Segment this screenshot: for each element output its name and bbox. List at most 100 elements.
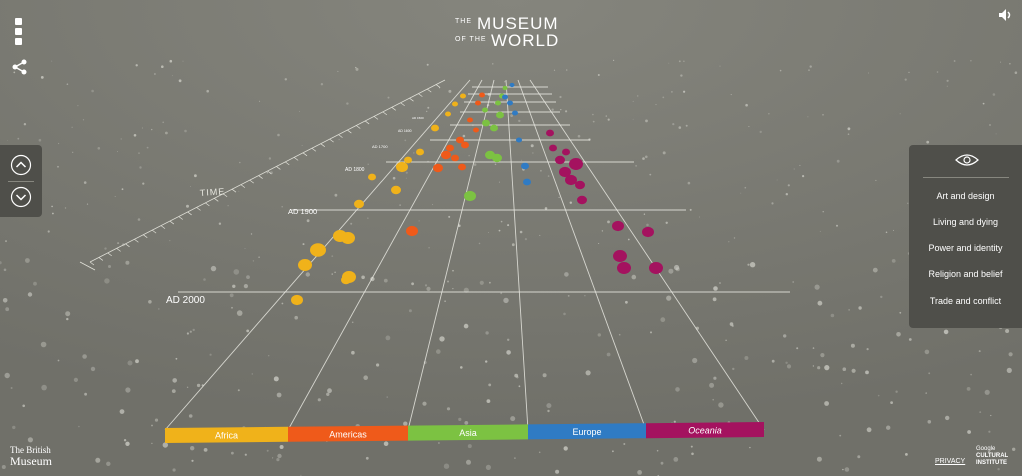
- time-tick-label: AD 1900: [288, 207, 317, 216]
- continent-band-fill: [408, 424, 528, 441]
- artefact-dot[interactable]: [368, 173, 376, 181]
- artefact-dot[interactable]: [458, 163, 466, 171]
- continent-label: Oceania: [688, 426, 722, 436]
- artefact-dot[interactable]: [617, 262, 631, 274]
- continent-band-americas[interactable]: Americas: [288, 425, 408, 442]
- artefact-dot[interactable]: [507, 100, 513, 106]
- artefact-dot[interactable]: [490, 124, 498, 132]
- theme-religion-and-belief[interactable]: Religion and belief: [928, 269, 1003, 279]
- artefact-dot[interactable]: [479, 92, 485, 98]
- artefact-dot[interactable]: [456, 136, 464, 144]
- time-tick-label: AD 1700: [372, 144, 388, 149]
- artefact-dot[interactable]: [613, 250, 627, 262]
- artefact-dot[interactable]: [575, 180, 585, 190]
- artefact-dot[interactable]: [569, 158, 583, 170]
- time-axis-label: TIME: [199, 186, 225, 198]
- artefact-dot[interactable]: [546, 129, 554, 137]
- artefact-dot[interactable]: [496, 111, 504, 119]
- british-museum-logo[interactable]: The British Museum: [10, 444, 52, 467]
- artefact-dot[interactable]: [396, 161, 408, 173]
- continent-band-oceania[interactable]: Oceania: [646, 422, 764, 439]
- artefact-dot[interactable]: [612, 220, 624, 232]
- artefact-dot[interactable]: [461, 141, 469, 149]
- google-cultural-institute-logo[interactable]: Google CULTURAL INSTITUTE: [976, 446, 1008, 467]
- artefact-dot[interactable]: [416, 148, 424, 156]
- nav-divider: [8, 181, 34, 182]
- continent-band-europe[interactable]: Europe: [528, 423, 646, 440]
- artefact-dot[interactable]: [502, 94, 508, 100]
- artefact-dot[interactable]: [446, 144, 454, 152]
- artefact-dot[interactable]: [391, 185, 401, 195]
- museum-of-the-world-logo: THE MUSEUM OF THE WORLD: [455, 14, 565, 50]
- artefact-dot[interactable]: [310, 243, 326, 257]
- menu-icon[interactable]: [15, 18, 25, 46]
- artefact-dot[interactable]: [431, 124, 439, 132]
- artefact-dot[interactable]: [451, 154, 459, 162]
- theme-trade-and-conflict[interactable]: Trade and conflict: [929, 296, 1002, 306]
- artefact-dot[interactable]: [516, 137, 522, 143]
- artefact-dot[interactable]: [341, 232, 355, 244]
- continent-band-asia[interactable]: Asia: [408, 424, 528, 441]
- artefact-dot[interactable]: [464, 190, 476, 202]
- artefact-dot[interactable]: [452, 101, 458, 107]
- artefact-dot[interactable]: [555, 155, 565, 165]
- artefact-dot[interactable]: [512, 110, 518, 116]
- artefact-dot[interactable]: [473, 127, 479, 133]
- chevron-up-icon[interactable]: [10, 154, 32, 176]
- logo-of-the: OF THE: [455, 36, 487, 43]
- artefact-dot[interactable]: [559, 166, 571, 178]
- continent-label: Africa: [215, 431, 238, 441]
- time-navigation: [0, 145, 42, 217]
- artefact-dot[interactable]: [445, 111, 451, 117]
- artefact-dot[interactable]: [492, 153, 502, 163]
- time-tick-label: AD 2000: [166, 295, 205, 306]
- artefact-dot[interactable]: [649, 262, 663, 274]
- artefact-dot[interactable]: [482, 119, 490, 127]
- logo-the: THE: [455, 18, 472, 25]
- artefact-dot[interactable]: [642, 226, 654, 238]
- artefact-dot[interactable]: [565, 174, 577, 186]
- artefact-dot[interactable]: [460, 93, 466, 99]
- artefact-dot[interactable]: [523, 178, 531, 186]
- artefact-dot[interactable]: [404, 156, 412, 164]
- artefact-dot[interactable]: [482, 107, 488, 113]
- continent-band-fill: [646, 422, 764, 439]
- bm-line-2: Museum: [10, 454, 52, 468]
- artefact-dot[interactable]: [475, 100, 481, 106]
- theme-living-and-dying[interactable]: Living and dying: [932, 217, 999, 227]
- artefact-dot[interactable]: [495, 100, 501, 106]
- bm-line-1: The British: [10, 445, 51, 455]
- time-tick-label: AD 1600: [398, 129, 412, 133]
- theme-divider: [923, 177, 1009, 178]
- continent-band-fill: [165, 426, 288, 443]
- privacy-link[interactable]: PRIVACY: [935, 458, 966, 465]
- artefact-dot[interactable]: [562, 148, 570, 156]
- share-icon[interactable]: [11, 58, 29, 76]
- artefact-dot[interactable]: [298, 259, 312, 271]
- theme-panel: Art and design Living and dying Power an…: [909, 145, 1022, 328]
- artefact-dot[interactable]: [549, 144, 557, 152]
- theme-art-and-design[interactable]: Art and design: [936, 191, 995, 201]
- artefact-dot[interactable]: [577, 195, 587, 205]
- artefact-dot[interactable]: [502, 85, 508, 91]
- artefact-dot[interactable]: [521, 162, 529, 170]
- artefact-dot[interactable]: [341, 275, 351, 285]
- artefact-dot[interactable]: [291, 294, 303, 306]
- continent-band-africa[interactable]: Africa: [165, 426, 288, 443]
- artefact-dot[interactable]: [354, 199, 364, 209]
- artefact-dot[interactable]: [406, 225, 418, 237]
- continent-label: Europe: [572, 427, 601, 437]
- sound-icon[interactable]: [998, 8, 1014, 22]
- artefact-dot[interactable]: [441, 150, 451, 160]
- continent-band-fill: [528, 423, 646, 440]
- time-axis: AD 2000 AD 1900 AD 1800 AD 1700 AD 1600 AD 15…: [79, 79, 446, 306]
- particle-field: [0, 59, 1022, 476]
- theme-power-and-identity[interactable]: Power and identity: [928, 243, 1003, 253]
- artefact-dot[interactable]: [467, 117, 473, 123]
- artefact-dot[interactable]: [433, 163, 443, 173]
- eye-icon[interactable]: [955, 153, 979, 167]
- chevron-down-icon[interactable]: [10, 186, 32, 208]
- artefact-dot[interactable]: [509, 82, 515, 88]
